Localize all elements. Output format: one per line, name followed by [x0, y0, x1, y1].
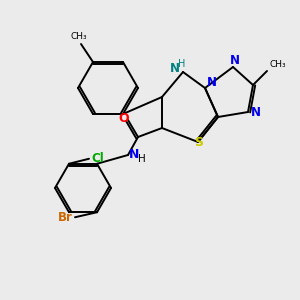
- Text: N: N: [207, 76, 217, 89]
- Text: N: N: [129, 148, 139, 160]
- Text: Br: Br: [58, 211, 73, 224]
- Text: H: H: [178, 59, 186, 69]
- Text: CH₃: CH₃: [269, 60, 286, 69]
- Text: CH₃: CH₃: [71, 32, 87, 41]
- Text: N: N: [251, 106, 261, 118]
- Text: N: N: [170, 62, 180, 76]
- Text: O: O: [119, 112, 129, 125]
- Text: Cl: Cl: [91, 152, 104, 165]
- Text: S: S: [194, 136, 203, 149]
- Text: H: H: [138, 154, 146, 164]
- Text: N: N: [230, 53, 240, 67]
